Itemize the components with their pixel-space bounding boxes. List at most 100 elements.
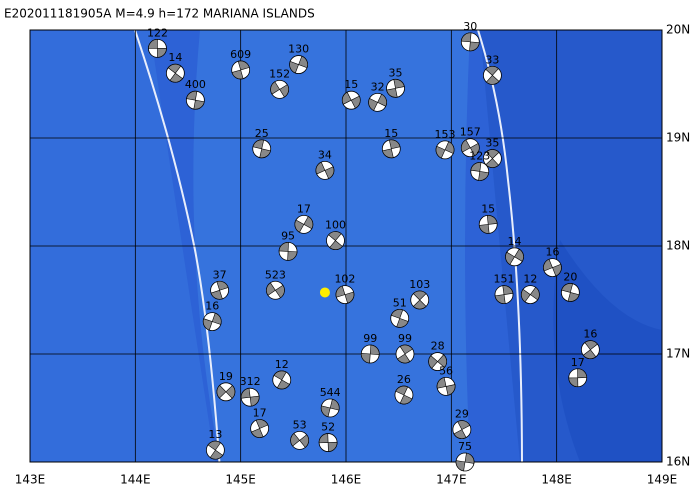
compression-quadrant bbox=[231, 60, 250, 80]
compression-quadrant bbox=[412, 290, 427, 310]
depth-label: 15 bbox=[481, 202, 495, 215]
focal-mechanism bbox=[368, 92, 388, 112]
compression-quadrant bbox=[328, 231, 343, 250]
depth-label: 152 bbox=[269, 67, 290, 80]
compression-quadrant bbox=[315, 161, 335, 180]
focal-mechanism bbox=[390, 308, 410, 328]
focal-mechanism bbox=[185, 90, 205, 110]
focal-mechanism bbox=[568, 368, 588, 388]
focal-mechanism bbox=[294, 214, 314, 234]
depth-label: 151 bbox=[494, 273, 515, 286]
focal-mechanism bbox=[435, 140, 455, 160]
depth-label: 51 bbox=[393, 296, 407, 309]
depth-label: 95 bbox=[281, 229, 295, 242]
depth-label: 523 bbox=[265, 268, 286, 281]
depth-label: 56 bbox=[439, 364, 453, 377]
x-tick-label: 149E bbox=[647, 473, 678, 487]
depth-label: 102 bbox=[334, 273, 355, 286]
compression-quadrant bbox=[397, 344, 413, 364]
depth-label: 100 bbox=[325, 219, 346, 232]
compression-quadrant bbox=[289, 55, 308, 74]
compression-quadrant bbox=[318, 433, 338, 452]
focal-mechanism bbox=[341, 90, 361, 110]
depth-label: 99 bbox=[363, 332, 377, 345]
focal-mechanism bbox=[278, 241, 298, 261]
depth-label: 12 bbox=[523, 273, 537, 286]
x-tick-label: 143E bbox=[15, 473, 46, 487]
compression-quadrant bbox=[290, 432, 309, 448]
depth-label: 13 bbox=[208, 428, 222, 441]
compression-quadrant bbox=[148, 39, 167, 58]
focal-mechanism bbox=[252, 139, 272, 159]
compression-quadrant bbox=[494, 285, 514, 304]
focal-mechanism bbox=[494, 285, 514, 305]
compression-quadrant bbox=[543, 258, 562, 277]
focal-mechanism bbox=[520, 285, 540, 305]
depth-label: 17 bbox=[571, 356, 585, 369]
focal-mechanism bbox=[543, 258, 562, 278]
compression-quadrant bbox=[436, 377, 456, 396]
compression-quadrant bbox=[252, 139, 271, 159]
focal-mechanism bbox=[410, 290, 430, 310]
depth-label: 14 bbox=[508, 235, 522, 248]
focal-mechanism bbox=[289, 55, 309, 74]
depth-label: 17 bbox=[253, 407, 267, 420]
depth-label: 157 bbox=[460, 126, 481, 139]
compression-quadrant bbox=[435, 141, 455, 159]
focal-mechanism bbox=[250, 419, 270, 438]
focal-mechanism bbox=[240, 387, 260, 407]
focal-mechanism bbox=[560, 283, 580, 302]
focal-mechanism bbox=[460, 138, 480, 158]
focal-mechanism bbox=[326, 231, 345, 251]
x-tick-label: 146E bbox=[331, 473, 362, 487]
x-tick-label: 148E bbox=[541, 473, 572, 487]
depth-label: 130 bbox=[288, 43, 309, 56]
focal-mechanism bbox=[470, 162, 490, 181]
focal-mechanism bbox=[483, 149, 502, 168]
depth-label: 122 bbox=[147, 26, 168, 39]
y-tick-label: 20N bbox=[666, 23, 690, 37]
depth-label: 29 bbox=[455, 408, 469, 421]
focal-mechanism bbox=[148, 38, 167, 58]
depth-label: 123 bbox=[469, 149, 490, 162]
depth-label: 15 bbox=[344, 78, 358, 91]
compression-quadrant bbox=[453, 420, 471, 439]
y-tick-label: 16N bbox=[666, 455, 690, 469]
compression-quadrant bbox=[382, 139, 401, 159]
compression-quadrant bbox=[478, 215, 498, 234]
depth-label: 14 bbox=[168, 51, 182, 64]
focal-mechanism bbox=[455, 452, 475, 472]
focal-mechanism bbox=[483, 65, 502, 85]
depth-label: 33 bbox=[485, 53, 499, 66]
compression-quadrant bbox=[568, 368, 588, 388]
focal-mechanism bbox=[320, 398, 340, 418]
compression-quadrant bbox=[460, 139, 480, 157]
depth-label: 19 bbox=[219, 370, 233, 383]
depth-label: 16 bbox=[545, 246, 559, 259]
compression-quadrant bbox=[390, 309, 409, 328]
compression-quadrant bbox=[270, 81, 289, 98]
focal-mechanism bbox=[360, 344, 380, 364]
focal-mechanism bbox=[266, 280, 285, 300]
compression-quadrant bbox=[368, 93, 387, 111]
focal-mechanism bbox=[231, 60, 251, 80]
compression-quadrant bbox=[202, 312, 222, 331]
depth-label: 28 bbox=[431, 340, 445, 353]
compression-quadrant bbox=[428, 354, 447, 369]
focal-mechanism bbox=[270, 80, 290, 99]
compression-quadrant bbox=[250, 419, 269, 438]
depth-label: 35 bbox=[485, 137, 499, 150]
depth-label: 25 bbox=[255, 127, 269, 140]
compression-quadrant bbox=[485, 66, 500, 85]
focal-mechanism bbox=[205, 440, 225, 460]
depth-label: 30 bbox=[463, 20, 477, 33]
compression-quadrant bbox=[470, 162, 490, 181]
compression-quadrant bbox=[273, 370, 290, 390]
depth-label: 609 bbox=[230, 48, 251, 61]
compression-quadrant bbox=[341, 91, 361, 109]
focal-mechanism bbox=[580, 340, 600, 360]
focal-mechanism bbox=[381, 139, 401, 159]
compression-quadrant bbox=[505, 248, 524, 265]
focal-mechanism bbox=[165, 63, 185, 83]
depth-label: 400 bbox=[185, 78, 206, 91]
